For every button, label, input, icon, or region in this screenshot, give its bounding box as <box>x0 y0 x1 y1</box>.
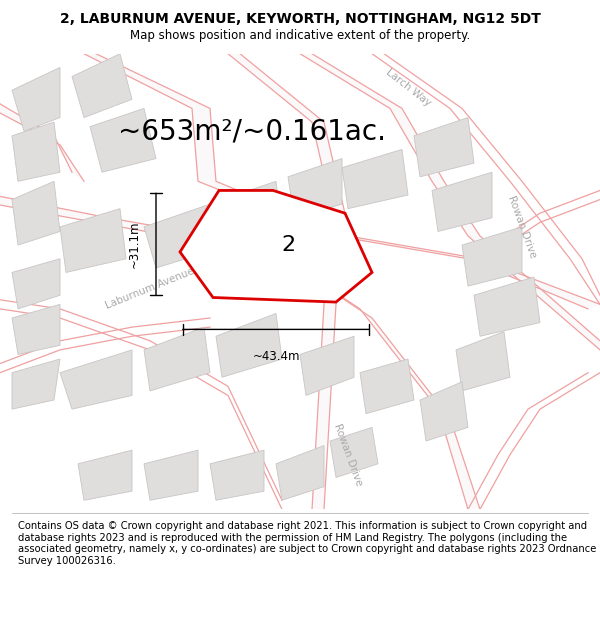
Polygon shape <box>288 159 342 218</box>
Polygon shape <box>330 428 378 478</box>
Polygon shape <box>78 450 132 500</box>
Polygon shape <box>60 350 132 409</box>
Text: ~43.4m: ~43.4m <box>252 350 300 363</box>
Polygon shape <box>12 259 60 309</box>
Polygon shape <box>216 314 282 378</box>
Polygon shape <box>84 54 600 309</box>
Polygon shape <box>420 382 468 441</box>
Polygon shape <box>456 332 510 391</box>
Polygon shape <box>180 191 372 302</box>
Polygon shape <box>60 209 126 272</box>
Text: Larch Way: Larch Way <box>383 68 433 109</box>
Polygon shape <box>12 68 60 131</box>
Text: 2: 2 <box>282 236 296 256</box>
Polygon shape <box>462 227 522 286</box>
Polygon shape <box>144 327 210 391</box>
Polygon shape <box>300 336 354 396</box>
Polygon shape <box>12 304 60 354</box>
Text: 2, LABURNUM AVENUE, KEYWORTH, NOTTINGHAM, NG12 5DT: 2, LABURNUM AVENUE, KEYWORTH, NOTTINGHAM… <box>59 12 541 26</box>
Text: ~31.1m: ~31.1m <box>128 220 141 268</box>
Polygon shape <box>360 359 414 414</box>
Text: ~653m²/~0.161ac.: ~653m²/~0.161ac. <box>118 118 386 145</box>
Polygon shape <box>432 173 492 231</box>
Polygon shape <box>144 204 216 268</box>
Polygon shape <box>342 149 408 209</box>
Polygon shape <box>0 191 480 509</box>
Polygon shape <box>72 54 132 118</box>
Polygon shape <box>12 122 60 181</box>
Polygon shape <box>12 359 60 409</box>
Polygon shape <box>210 450 264 500</box>
Polygon shape <box>414 118 474 177</box>
Polygon shape <box>90 108 156 172</box>
Text: Rowan Drive: Rowan Drive <box>506 194 538 259</box>
Polygon shape <box>474 277 540 336</box>
Polygon shape <box>0 104 84 181</box>
Polygon shape <box>300 54 600 350</box>
Polygon shape <box>276 446 324 500</box>
Polygon shape <box>12 181 60 245</box>
Polygon shape <box>144 450 198 500</box>
Text: Map shows position and indicative extent of the property.: Map shows position and indicative extent… <box>130 29 470 42</box>
Polygon shape <box>222 181 282 241</box>
Text: Contains OS data © Crown copyright and database right 2021. This information is : Contains OS data © Crown copyright and d… <box>18 521 596 566</box>
Polygon shape <box>228 54 348 509</box>
Text: Laburnum Avenue: Laburnum Avenue <box>104 266 196 311</box>
Text: Rowan Drive: Rowan Drive <box>332 422 364 488</box>
